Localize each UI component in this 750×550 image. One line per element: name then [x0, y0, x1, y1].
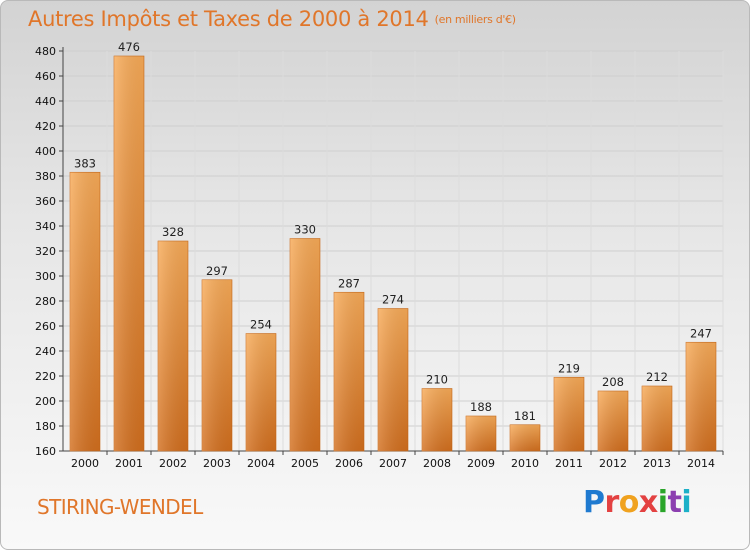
bar-shading	[290, 238, 320, 451]
x-tick-label: 2003	[203, 457, 231, 470]
proxiti-logo[interactable]: Proxiti	[583, 485, 692, 520]
x-tick-label: 2005	[291, 457, 319, 470]
x-tick-label: 2006	[335, 457, 363, 470]
y-tick-label: 340	[35, 220, 56, 233]
chart-subtitle: (en milliers d'€)	[434, 13, 516, 26]
bar-shading	[686, 342, 716, 451]
x-tick-label: 2007	[379, 457, 407, 470]
bar-shading	[466, 416, 496, 451]
x-tick-label: 2012	[599, 457, 627, 470]
data-label: 287	[338, 276, 360, 290]
bar-shading	[246, 333, 276, 451]
x-tick-label: 2009	[467, 457, 495, 470]
y-tick-label: 260	[35, 320, 56, 333]
data-label: 247	[690, 326, 712, 340]
data-label: 181	[514, 409, 536, 423]
y-tick-label: 420	[35, 120, 56, 133]
x-tick-label: 2001	[115, 457, 143, 470]
y-tick-label: 440	[35, 95, 56, 108]
bar-shading	[510, 424, 540, 451]
logo-letter: o	[618, 485, 640, 520]
logo-letter: t	[667, 485, 682, 520]
bar-shading	[158, 241, 188, 451]
x-tick-label: 2010	[511, 457, 539, 470]
y-tick-label: 160	[35, 445, 56, 458]
data-label: 208	[602, 375, 624, 389]
bar-shading	[70, 172, 100, 451]
bar-layer	[69, 55, 717, 452]
data-label: 328	[162, 225, 184, 239]
bar-shading	[422, 388, 452, 451]
label-layer: 383 2000 476 2001 328 2002 297 2003 254 2004 330 20…	[71, 40, 715, 470]
x-tick-label: 2000	[71, 457, 99, 470]
y-tick-label: 200	[35, 395, 56, 408]
x-tick-label: 2004	[247, 457, 275, 470]
logo-letter: P	[583, 485, 605, 520]
y-tick-label: 320	[35, 245, 56, 258]
data-label: 330	[294, 223, 316, 237]
y-tick-label: 360	[35, 195, 56, 208]
bar-shading	[642, 386, 672, 451]
data-label: 383	[74, 156, 96, 170]
x-tick-label: 2002	[159, 457, 187, 470]
y-tick-label: 220	[35, 370, 56, 383]
data-label: 254	[250, 318, 272, 332]
city-name: STIRING-WENDEL	[37, 495, 203, 519]
bar-shading	[378, 308, 408, 451]
data-label: 476	[118, 40, 140, 54]
bar-shading	[598, 391, 628, 451]
y-tick-label: 180	[35, 420, 56, 433]
y-tick-label: 280	[35, 295, 56, 308]
data-label: 219	[558, 361, 580, 375]
y-tick-label: 380	[35, 170, 56, 183]
logo-letter: r	[604, 485, 620, 520]
y-tick-label: 240	[35, 345, 56, 358]
data-label: 210	[426, 373, 448, 387]
bar-shading	[114, 56, 144, 451]
data-label: 188	[470, 400, 492, 414]
bar-shading	[554, 377, 584, 451]
x-tick-label: 2013	[643, 457, 671, 470]
data-label: 274	[382, 293, 404, 307]
y-tick-label: 480	[35, 45, 56, 58]
x-tick-label: 2011	[555, 457, 583, 470]
logo-letter: i	[657, 485, 668, 520]
data-label: 297	[206, 264, 228, 278]
y-tick-label: 400	[35, 145, 56, 158]
x-tick-label: 2008	[423, 457, 451, 470]
bar-shading	[202, 279, 232, 451]
chart-title: Autres Impôts et Taxes de 2000 à 2014 (en…	[28, 7, 516, 31]
logo-letter: x	[638, 485, 658, 520]
y-tick-label: 300	[35, 270, 56, 283]
logo-letter: i	[681, 485, 692, 520]
data-label: 212	[646, 370, 668, 384]
bar-shading	[334, 292, 364, 451]
y-tick-label: 460	[35, 70, 56, 83]
x-tick-label: 2014	[687, 457, 715, 470]
